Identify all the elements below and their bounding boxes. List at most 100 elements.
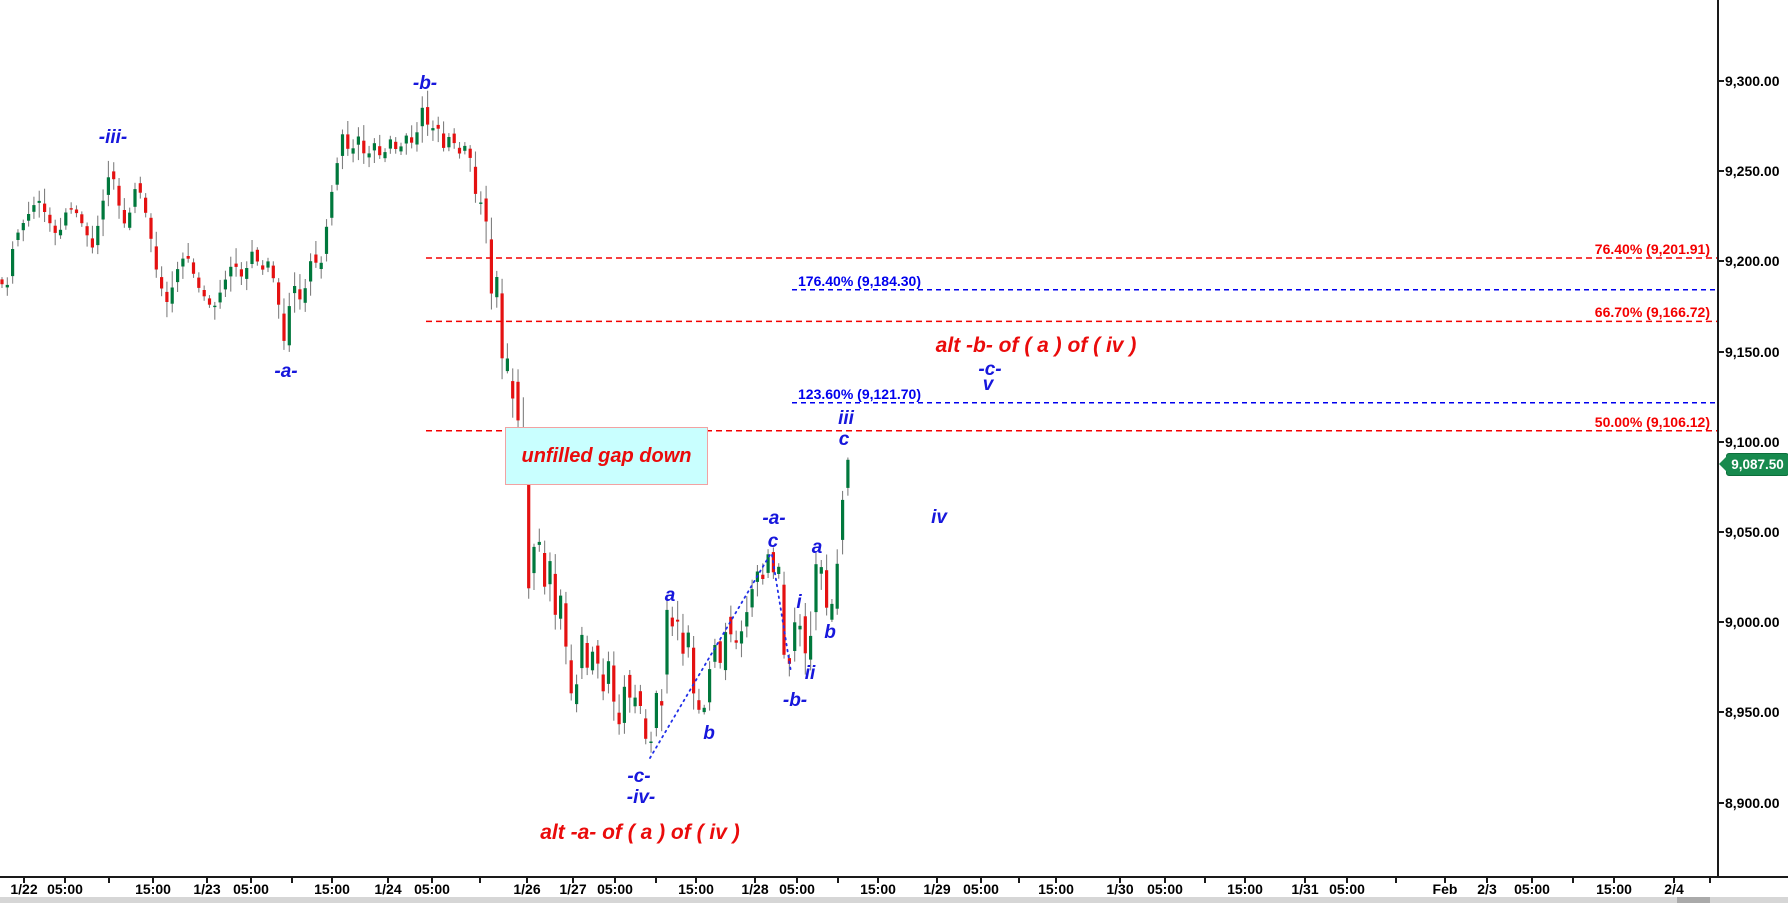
wave-label-v[interactable]: v bbox=[982, 374, 994, 395]
candle-body bbox=[803, 616, 807, 654]
candle-body bbox=[489, 239, 493, 294]
candle-body bbox=[80, 214, 84, 224]
wave-label-iv[interactable]: iv bbox=[931, 507, 947, 528]
wave-label-a[interactable]: -a- bbox=[762, 508, 786, 529]
candle-body bbox=[527, 481, 531, 589]
wave-label-iii[interactable]: -iii- bbox=[98, 127, 128, 148]
candle-body bbox=[218, 292, 222, 303]
candle-body bbox=[330, 191, 334, 218]
price-axis-tick bbox=[1717, 260, 1724, 263]
time-axis-label: 1/30 bbox=[1106, 881, 1134, 897]
candle-body bbox=[207, 298, 212, 305]
candle-body bbox=[138, 183, 142, 193]
candle-body bbox=[303, 288, 307, 303]
wave-label-c[interactable]: c bbox=[767, 531, 779, 552]
candle-body bbox=[346, 134, 350, 149]
candle-body bbox=[32, 205, 36, 212]
horizontal-scrollbar[interactable] bbox=[0, 897, 1788, 903]
time-axis-tick bbox=[936, 877, 938, 883]
wave-label-c[interactable]: -c- bbox=[627, 766, 651, 787]
price-tag-arrow bbox=[1719, 456, 1727, 472]
candle-body bbox=[191, 262, 196, 274]
time-axis-label: 05:00 bbox=[47, 881, 83, 897]
wave-label-i[interactable]: i bbox=[796, 592, 802, 613]
price-axis-label: 9,150.00 bbox=[1725, 343, 1780, 360]
time-axis-tick bbox=[1486, 877, 1488, 883]
alt-count-annotation[interactable]: alt -a- of ( a ) of ( iv ) bbox=[540, 821, 740, 844]
candle-body bbox=[64, 212, 68, 226]
wave-label-iv[interactable]: -iv- bbox=[626, 787, 656, 808]
candle-body bbox=[686, 632, 690, 648]
candle-body bbox=[761, 574, 765, 579]
candle-body bbox=[245, 268, 249, 279]
candle-body bbox=[335, 163, 339, 185]
time-axis-tick bbox=[1572, 877, 1574, 883]
price-axis-label: 8,900.00 bbox=[1725, 794, 1780, 811]
candle-body bbox=[543, 553, 547, 587]
candle-body bbox=[340, 134, 345, 156]
wave-label-a[interactable]: a bbox=[811, 537, 823, 558]
scrollbar-thumb[interactable] bbox=[1677, 897, 1710, 903]
wave-label-c[interactable]: -c- bbox=[978, 359, 1002, 380]
price-axis-label: 9,200.00 bbox=[1725, 253, 1780, 270]
candle-body bbox=[255, 249, 259, 262]
wave-label-a[interactable]: a bbox=[664, 585, 676, 606]
time-axis-label: 15:00 bbox=[678, 881, 714, 897]
candle-body bbox=[372, 143, 376, 151]
chart-plot-area[interactable]: 76.40% (9,201.91) 66.70% (9,166.72) 50.00%… bbox=[0, 0, 1717, 876]
candle-body bbox=[516, 381, 520, 421]
fib-label-50.00%: 50.00% (9,106.12) bbox=[1594, 413, 1710, 430]
wave-label-b[interactable]: b bbox=[824, 622, 836, 643]
time-axis-label: 1/23 bbox=[193, 881, 221, 897]
candle-body bbox=[596, 645, 600, 664]
candle-body bbox=[106, 177, 110, 195]
time-axis-tick bbox=[479, 877, 481, 883]
gap-annotation-box[interactable]: unfilled gap down bbox=[505, 427, 708, 485]
trendline[interactable] bbox=[649, 552, 772, 759]
price-axis-tick bbox=[1717, 621, 1724, 624]
wave-label-ii[interactable]: ii bbox=[804, 663, 816, 684]
candle-body bbox=[479, 202, 483, 204]
wave-label-a[interactable]: -a- bbox=[274, 361, 298, 382]
candle-body bbox=[585, 643, 589, 668]
candle-body bbox=[442, 133, 446, 148]
time-axis-tick bbox=[1709, 877, 1711, 883]
candle-body bbox=[271, 265, 275, 279]
candle-body bbox=[718, 641, 722, 663]
candle-body bbox=[702, 707, 706, 713]
time-axis-tick bbox=[1613, 877, 1615, 883]
candle-body bbox=[112, 171, 116, 180]
time-axis-label: 1/28 bbox=[741, 881, 769, 897]
alt-count-annotation[interactable]: alt -b- of ( a ) of ( iv ) bbox=[935, 334, 1137, 357]
candle-body bbox=[654, 693, 658, 728]
fib-label-123.60%: 123.60% (9,121.70) bbox=[798, 385, 921, 402]
candle-body bbox=[601, 674, 605, 692]
candle-body bbox=[197, 277, 201, 288]
candle-body bbox=[11, 249, 15, 277]
candle-body bbox=[378, 146, 382, 156]
wave-label-b[interactable]: b bbox=[703, 723, 715, 744]
candle-body bbox=[431, 128, 435, 131]
candle-body bbox=[101, 200, 105, 220]
time-axis-tick bbox=[980, 877, 982, 883]
time-axis-tick bbox=[1304, 877, 1306, 883]
time-axis-tick bbox=[796, 877, 798, 883]
candle-body bbox=[277, 282, 281, 305]
time-axis-label: 15:00 bbox=[135, 881, 171, 897]
candle-body bbox=[723, 632, 728, 671]
trendline[interactable] bbox=[771, 554, 792, 673]
wave-label-b[interactable]: -b- bbox=[782, 690, 808, 711]
candle-body bbox=[324, 226, 329, 254]
time-axis-label: 2/4 bbox=[1664, 881, 1684, 897]
fib-label-176.40%: 176.40% (9,184.30) bbox=[798, 272, 921, 289]
gap-annotation-label: unfilled gap down bbox=[521, 444, 692, 467]
wave-label-c[interactable]: c bbox=[838, 429, 850, 450]
wave-label-iii[interactable]: iii bbox=[838, 408, 854, 429]
wave-label-b[interactable]: -b- bbox=[412, 73, 438, 94]
time-axis-line bbox=[0, 876, 1788, 878]
candle-body bbox=[809, 635, 813, 660]
candle-body bbox=[537, 541, 541, 545]
candle-body bbox=[628, 674, 632, 698]
fib-label-76.40%: 76.40% (9,201.91) bbox=[1594, 240, 1710, 257]
time-axis-label: 1/31 bbox=[1291, 881, 1319, 897]
